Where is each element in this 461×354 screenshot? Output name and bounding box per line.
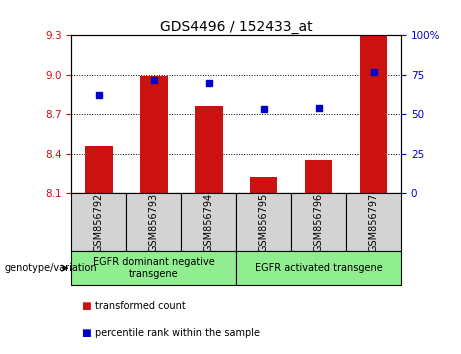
Bar [360, 35, 387, 193]
Bar [346, 193, 401, 251]
Text: genotype/variation: genotype/variation [5, 263, 97, 273]
Text: GSM856793: GSM856793 [149, 193, 159, 252]
Text: GSM856796: GSM856796 [313, 193, 324, 252]
Text: GSM856795: GSM856795 [259, 193, 269, 252]
Text: GSM856797: GSM856797 [369, 193, 378, 252]
Text: GSM856794: GSM856794 [204, 193, 214, 252]
Text: ■: ■ [81, 301, 90, 311]
Bar [71, 193, 126, 251]
Bar [126, 193, 181, 251]
Bar [236, 193, 291, 251]
Text: percentile rank within the sample: percentile rank within the sample [95, 328, 260, 338]
Bar [140, 76, 168, 193]
Bar [195, 106, 223, 193]
Bar [305, 160, 332, 193]
Title: GDS4496 / 152433_at: GDS4496 / 152433_at [160, 21, 313, 34]
Text: EGFR dominant negative
transgene: EGFR dominant negative transgene [93, 257, 215, 279]
Bar [250, 177, 278, 193]
Text: ■: ■ [81, 328, 90, 338]
Text: EGFR activated transgene: EGFR activated transgene [255, 263, 383, 273]
Bar [71, 251, 236, 285]
Text: GSM856792: GSM856792 [94, 193, 104, 252]
Bar [291, 193, 346, 251]
Text: transformed count: transformed count [95, 301, 186, 311]
Bar [181, 193, 236, 251]
Bar [236, 251, 401, 285]
Bar [85, 145, 112, 193]
